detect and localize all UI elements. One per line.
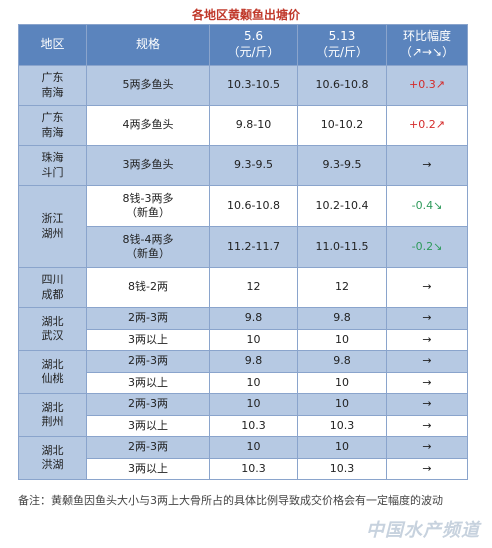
- footnote: 备注：黄颡鱼因鱼头大小与3两上大骨所占的具体比例导致成交价格会有一定幅度的波动: [18, 494, 443, 507]
- region-cell: 四川 成都: [18, 267, 87, 308]
- table-row: 四川 成都 8钱-2两 12 12 →: [18, 267, 468, 308]
- change-cell: →: [386, 372, 468, 394]
- table-row: 湖北 洪湖 2两-3两 10 10 →: [18, 436, 468, 480]
- price-may13-cell: 10.2-10.4: [297, 185, 387, 227]
- table-row: 广东 南海 5两多鱼头 10.3-10.5 10.6-10.8 +0.3↗: [18, 65, 468, 106]
- price-may13-cell: 10: [297, 393, 387, 416]
- col-header-date1: 5.6 （元/斤）: [209, 24, 298, 66]
- spec-cell: 3两以上: [86, 329, 210, 351]
- table-row: 3两以上 10 10 →: [19, 329, 468, 351]
- spec-cell: 2两-3两: [86, 307, 210, 330]
- price-may6-cell: 12: [209, 267, 298, 308]
- spec-cell: 2两-3两: [86, 350, 210, 373]
- price-may13-cell: 9.3-9.5: [297, 145, 387, 186]
- change-legend: （↗→↘）: [399, 45, 455, 59]
- col-header-date2: 5.13 （元/斤）: [297, 24, 387, 66]
- region-cell: 湖北 洪湖: [18, 436, 87, 480]
- price-may6-cell: 10: [209, 436, 298, 459]
- price-may6-cell: 10: [209, 329, 298, 351]
- region-cell: 广东 南海: [18, 65, 87, 106]
- change-cell: →: [386, 145, 468, 186]
- change-cell: →: [386, 307, 468, 330]
- spec-cell: 2两-3两: [86, 393, 210, 416]
- date1-label: 5.6: [243, 29, 264, 44]
- price-may13-cell: 9.8: [297, 350, 387, 373]
- region-cell: 湖北 武汉: [18, 307, 87, 351]
- price-may6-cell: 10: [209, 393, 298, 416]
- date2-unit: （元/斤）: [315, 45, 369, 59]
- spec-cell: 3两多鱼头: [86, 145, 210, 186]
- price-may6-cell: 9.3-9.5: [209, 145, 298, 186]
- region-cell: 湖北 仙桃: [18, 350, 87, 394]
- region-cell: 广东 南海: [18, 105, 87, 146]
- date1-unit: （元/斤）: [227, 45, 280, 59]
- watermark-logo: 中国水产频道: [366, 520, 480, 541]
- price-may13-cell: 12: [297, 267, 387, 308]
- table-row: 浙江 湖州 8钱-3两多 （新鱼） 10.6-10.8 10.2-10.4 -0.4↘: [18, 185, 468, 268]
- price-table-body: 广东 南海 5两多鱼头 10.3-10.5 10.6-10.8 +0.3↗ 广东 南海 4两多鱼…: [18, 65, 468, 480]
- col-header-spec: 规格: [86, 24, 210, 66]
- change-cell: →: [386, 458, 468, 480]
- table-row: 8钱-4两多 （新鱼） 11.2-11.7 11.0-11.5 -0.2↘: [19, 226, 468, 268]
- spec-cell: 8钱-2两: [86, 267, 210, 308]
- change-cell: →: [386, 436, 468, 459]
- col-header-region: 地区: [18, 24, 87, 66]
- change-cell: →: [386, 350, 468, 373]
- change-label: 环比幅度: [402, 29, 451, 44]
- change-cell: +0.3↗: [386, 65, 468, 106]
- price-may6-cell: 9.8-10: [209, 105, 298, 146]
- price-may6-cell: 10.3: [209, 458, 298, 480]
- table-row: 湖北 仙桃 2两-3两 9.8 9.8 →: [18, 350, 468, 394]
- table-row: 湖北 武汉 2两-3两 9.8 9.8 →: [18, 307, 468, 351]
- region-cell: 湖北 荆州: [18, 393, 87, 437]
- col-header-change: 环比幅度 （↗→↘）: [386, 24, 468, 66]
- change-cell: →: [386, 267, 468, 308]
- spec-cell: 4两多鱼头: [86, 105, 210, 146]
- price-table: 地区 规格 5.6 （元/斤） 5.13 （元/斤） 环比幅度 （↗→↘） 广东 南海 5…: [18, 24, 468, 480]
- table-row: 湖北 荆州 2两-3两 10 10 →: [18, 393, 468, 437]
- price-may6-cell: 11.2-11.7: [209, 226, 298, 268]
- spec-cell: 3两以上: [86, 372, 210, 394]
- table-row: 3两以上 10.3 10.3 →: [19, 458, 468, 480]
- change-cell: -0.4↘: [386, 185, 468, 227]
- price-may6-cell: 10.3-10.5: [209, 65, 298, 106]
- spec-cell: 5两多鱼头: [86, 65, 210, 106]
- price-may13-cell: 10: [297, 372, 387, 394]
- price-may6-cell: 9.8: [209, 307, 298, 330]
- change-cell: →: [386, 329, 468, 351]
- spec-cell: 8钱-4两多 （新鱼）: [86, 226, 210, 268]
- spec-cell: 2两-3两: [86, 436, 210, 459]
- change-cell: +0.2↗: [386, 105, 468, 146]
- spec-cell: 3两以上: [86, 415, 210, 437]
- price-may13-cell: 10: [297, 436, 387, 459]
- price-may6-cell: 10: [209, 372, 298, 394]
- table-row: 3两以上 10 10 →: [19, 372, 468, 394]
- spec-cell: 3两以上: [86, 458, 210, 480]
- spec-cell: 8钱-3两多 （新鱼）: [86, 185, 210, 227]
- table-row: 珠海 斗门 3两多鱼头 9.3-9.5 9.3-9.5 →: [18, 145, 468, 186]
- price-may13-cell: 10: [297, 329, 387, 351]
- price-may13-cell: 10.6-10.8: [297, 65, 387, 106]
- price-may13-cell: 11.0-11.5: [297, 226, 387, 268]
- table-title: 各地区黄颡鱼出塘价: [191, 8, 300, 22]
- table-row: 3两以上 10.3 10.3 →: [19, 415, 468, 437]
- price-may6-cell: 9.8: [209, 350, 298, 373]
- change-cell: -0.2↘: [386, 226, 468, 268]
- price-may13-cell: 10.3: [297, 415, 387, 437]
- change-cell: →: [386, 393, 468, 416]
- change-cell: →: [386, 415, 468, 437]
- date2-label: 5.13: [328, 29, 356, 44]
- price-may13-cell: 10.3: [297, 458, 387, 480]
- region-cell: 珠海 斗门: [18, 145, 87, 186]
- price-may6-cell: 10.6-10.8: [209, 185, 298, 227]
- table-row: 广东 南海 4两多鱼头 9.8-10 10-10.2 +0.2↗: [18, 105, 468, 146]
- region-cell: 浙江 湖州: [18, 185, 87, 268]
- price-may6-cell: 10.3: [209, 415, 298, 437]
- price-may13-cell: 10-10.2: [297, 105, 387, 146]
- header-row: 地区 规格 5.6 （元/斤） 5.13 （元/斤） 环比幅度 （↗→↘）: [18, 24, 468, 66]
- price-may13-cell: 9.8: [297, 307, 387, 330]
